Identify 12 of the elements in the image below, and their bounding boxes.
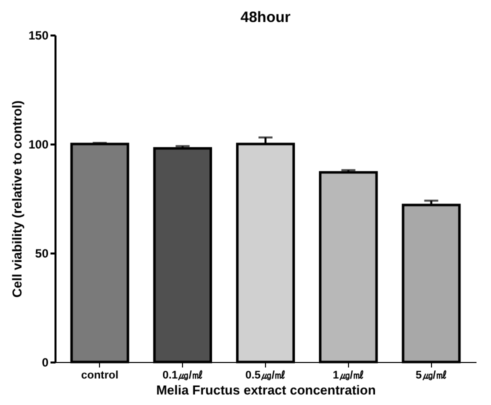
chart-title: 48hour	[240, 9, 291, 26]
x-tick-label: control	[81, 370, 118, 382]
x-tick-label: 5㎍/㎖	[416, 370, 447, 382]
y-tick-label: 100	[28, 138, 49, 152]
y-axis-title: Cell viability (relative to control)	[9, 100, 24, 298]
y-tick-label: 50	[35, 246, 49, 260]
x-tick-label: 0.5㎍/㎖	[245, 370, 286, 382]
y-tick-label: 0	[42, 356, 49, 370]
x-axis-title: Melia Fructus extract concentration	[156, 382, 376, 398]
y-tick-label: 150	[28, 28, 49, 42]
x-tick-label: 1㎍/㎖	[332, 370, 364, 382]
x-tick-label: 0.1㎍/㎖	[162, 370, 203, 382]
